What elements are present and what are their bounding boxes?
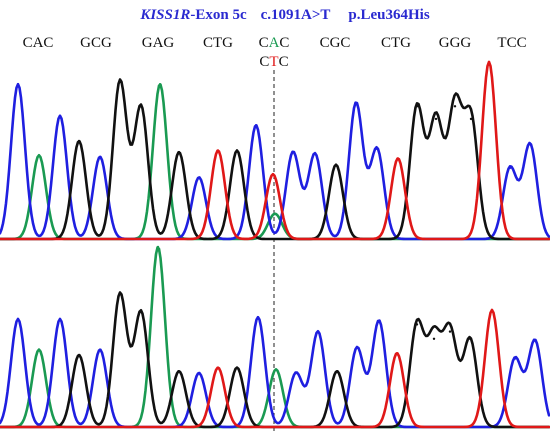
peak-C-top-26 xyxy=(508,166,512,170)
codon-8: GGG xyxy=(439,35,472,51)
peak-C-bottom-12 xyxy=(256,316,260,319)
peak-T-top-10 xyxy=(216,149,220,152)
peak-G-top-8 xyxy=(177,150,181,154)
peak-C-top-2 xyxy=(58,114,62,118)
peak-T-top-25 xyxy=(487,60,491,64)
codon-mutated-base-1: C xyxy=(259,35,269,51)
codon-1: CAC xyxy=(23,35,54,51)
codon-mutated-reference: CAC xyxy=(259,35,290,51)
peak-T-top-13 xyxy=(271,173,275,176)
peak-T-top-20 xyxy=(396,157,400,160)
codon-4: CTG xyxy=(203,35,233,51)
peak-G-bottom-20 xyxy=(415,323,419,326)
peak-C-top-15 xyxy=(291,150,295,154)
peak-G-top-17 xyxy=(334,163,338,166)
chromatogram-panel-top xyxy=(0,60,550,241)
title-cdna: c.1091A>T xyxy=(261,7,331,23)
title-exon: -Exon 5c xyxy=(190,7,247,23)
peak-G-top-5 xyxy=(118,79,122,83)
codon-3: GAG xyxy=(142,35,175,51)
peak-G-top-21 xyxy=(415,105,419,108)
peak-C-top-12 xyxy=(254,124,258,127)
codon-2: GCG xyxy=(80,35,112,51)
peak-G-bottom-11 xyxy=(235,366,239,369)
trace-T-top xyxy=(0,60,550,241)
peak-G-top-11 xyxy=(235,149,239,152)
codon-6: CGC xyxy=(320,35,351,51)
peak-C-top-4 xyxy=(98,155,102,158)
peak-C-top-9 xyxy=(197,176,201,179)
peak-G-top-3 xyxy=(77,139,81,143)
peak-A-bottom-7 xyxy=(156,245,160,249)
variant-base-1: C xyxy=(259,54,269,70)
codon-9: TCC xyxy=(497,35,526,51)
peak-C-bottom-2 xyxy=(58,317,62,321)
peak-G-bottom-3 xyxy=(77,353,81,357)
peak-G-bottom-5 xyxy=(118,292,122,295)
peak-T-bottom-24 xyxy=(490,308,494,312)
trace-T-bottom xyxy=(0,308,550,429)
trace-G-top xyxy=(0,78,550,241)
peak-G-bottom-22 xyxy=(448,330,452,333)
codon-mutated-base-2: A xyxy=(269,35,280,51)
peak-A-top-7 xyxy=(158,83,162,86)
peak-G-bottom-23 xyxy=(468,337,472,340)
variant-base-2: T xyxy=(269,54,278,70)
peak-C-bottom-26 xyxy=(533,339,537,342)
peak-C-bottom-14 xyxy=(294,371,298,375)
peak-C-bottom-0 xyxy=(16,317,20,321)
peak-C-bottom-17 xyxy=(355,346,359,349)
peak-A-top-1 xyxy=(37,154,41,157)
peak-C-top-0 xyxy=(16,83,20,86)
peak-C-bottom-15 xyxy=(316,330,320,333)
variant-codon: CTC xyxy=(259,54,288,70)
peak-C-top-16 xyxy=(313,152,317,155)
title-protein: p.Leu364His xyxy=(348,7,429,23)
peak-G-top-22 xyxy=(434,117,438,121)
peak-A-top-14 xyxy=(273,212,277,215)
codon-row: CAC GCG GAG CTG CAC CGC CTG GGG TCC CTC xyxy=(23,35,527,70)
peak-C-bottom-9 xyxy=(197,371,201,375)
peak-C-top-27 xyxy=(528,143,532,146)
peak-G-bottom-21 xyxy=(432,337,436,340)
peak-C-top-18 xyxy=(354,101,358,105)
peak-C-bottom-18 xyxy=(377,319,381,322)
codon-mutated-base-3: C xyxy=(279,35,289,51)
peak-G-bottom-8 xyxy=(177,370,181,373)
peak-C-bottom-4 xyxy=(98,348,102,351)
peak-A-bottom-13 xyxy=(274,368,278,371)
peak-C-top-19 xyxy=(375,147,379,151)
peak-C-bottom-25 xyxy=(513,357,517,360)
chromatogram-panel-bottom xyxy=(0,245,550,429)
peak-T-bottom-19 xyxy=(395,352,399,355)
peak-A-bottom-1 xyxy=(37,348,41,351)
peak-G-top-23 xyxy=(453,105,457,108)
peak-G-bottom-16 xyxy=(335,370,339,373)
figure-title: KISS1R-Exon 5c c.1091A>T p.Leu364His xyxy=(139,7,430,23)
peak-G-top-24 xyxy=(469,117,473,121)
peak-G-bottom-6 xyxy=(139,310,143,313)
codon-7: CTG xyxy=(381,35,411,51)
title-gene: KISS1R xyxy=(139,7,190,23)
peak-T-bottom-10 xyxy=(216,366,220,369)
peak-G-top-6 xyxy=(139,105,143,108)
variant-base-3: C xyxy=(279,54,289,70)
